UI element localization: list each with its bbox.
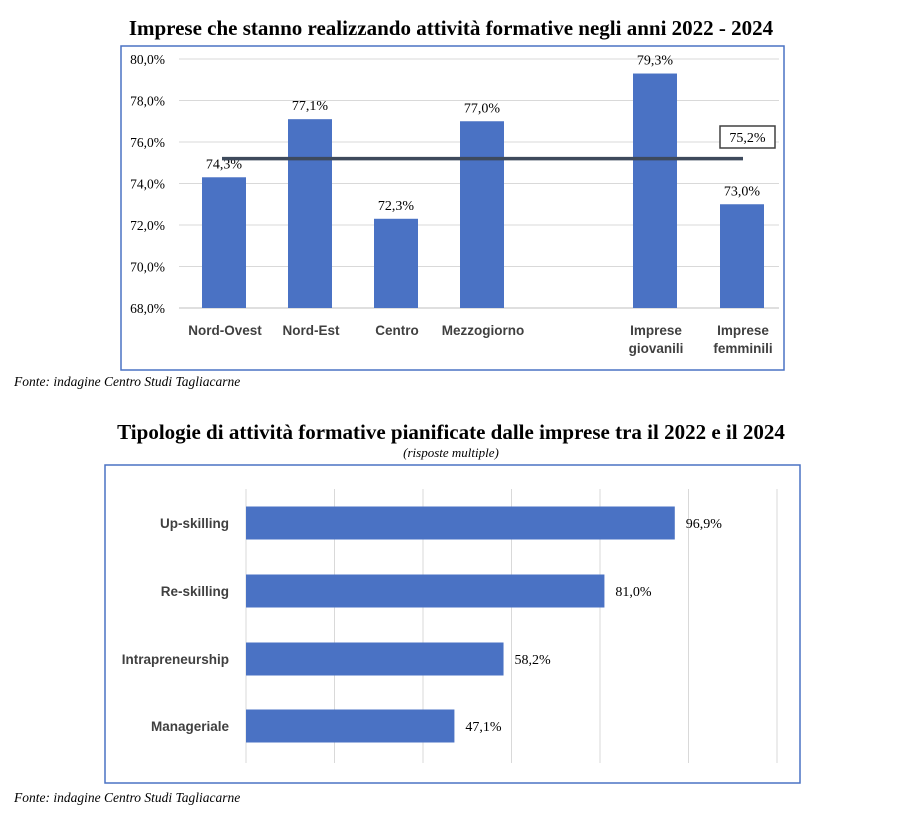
bar <box>288 119 332 308</box>
data-label: 81,0% <box>615 585 652 600</box>
bar <box>202 177 246 308</box>
y-tick-label: Up-skilling <box>160 516 229 531</box>
x-tick-label: Nord-Ovest <box>188 323 262 338</box>
data-label: 73,0% <box>724 184 761 199</box>
y-tick-label: 72,0% <box>130 218 165 233</box>
chart-2-title: Tipologie di attività formative pianific… <box>117 420 785 444</box>
average-label: 75,2% <box>729 131 766 146</box>
data-label: 72,3% <box>378 199 415 214</box>
bar <box>246 506 675 540</box>
data-label: 47,1% <box>465 720 502 735</box>
y-tick-label: 70,0% <box>130 260 165 275</box>
bar <box>720 204 764 308</box>
data-label: 77,0% <box>464 101 501 116</box>
chart-1-frame <box>120 45 785 371</box>
data-label: 58,2% <box>515 653 552 668</box>
x-tick-label: Mezzogiorno <box>442 323 525 338</box>
bar <box>460 121 504 308</box>
y-tick-label: 78,0% <box>130 94 165 109</box>
average-label-box <box>719 125 776 149</box>
y-tick-label: 76,0% <box>130 135 165 150</box>
data-label: 79,3% <box>637 54 674 69</box>
x-tick-label: Imprese <box>630 323 682 338</box>
chart-2-source: Fonte: indagine Centro Studi Tagliacarne <box>14 790 241 805</box>
x-tick-label: Nord-Est <box>283 323 341 338</box>
bar <box>246 642 504 676</box>
y-tick-label: Intrapreneurship <box>122 652 229 667</box>
y-tick-label: Manageriale <box>151 719 230 734</box>
chart-2-frame <box>104 464 801 784</box>
chart-1-source: Fonte: indagine Centro Studi Tagliacarne <box>14 374 241 389</box>
y-tick-label: Re-skilling <box>161 584 229 599</box>
data-label: 74,3% <box>206 157 243 172</box>
bar <box>246 709 455 743</box>
x-tick-label: Centro <box>375 323 419 338</box>
y-tick-label: 68,0% <box>130 301 165 316</box>
x-tick-label: giovanili <box>629 341 684 356</box>
data-label: 96,9% <box>686 517 723 532</box>
y-tick-label: 74,0% <box>130 177 165 192</box>
bar <box>374 218 418 308</box>
bar <box>246 574 605 608</box>
bar <box>633 73 677 309</box>
chart-2-subtitle: (risposte multiple) <box>403 445 499 460</box>
chart-1-title: Imprese che stanno realizzando attività … <box>128 16 774 40</box>
x-tick-label: femminili <box>713 341 772 356</box>
x-tick-label: Imprese <box>717 323 769 338</box>
data-label: 77,1% <box>292 99 329 114</box>
y-tick-label: 80,0% <box>130 52 165 67</box>
